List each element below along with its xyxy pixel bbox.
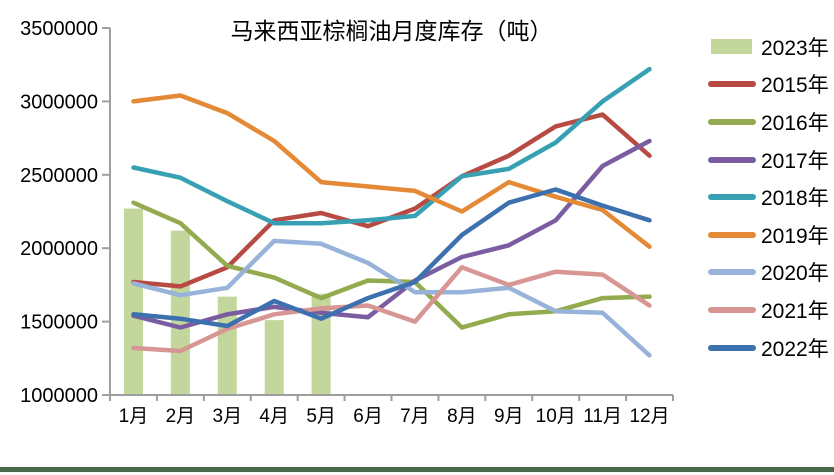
inventory-chart: 3500000 3000000 2500000 2000000 1500000 10000… (20, 18, 674, 427)
legend-item-2019: 2019年 (708, 216, 829, 254)
legend-label: 2016年 (761, 111, 829, 135)
line-2021 (131, 265, 652, 354)
legend-item-2023: 2023年 (708, 28, 829, 66)
legend-line-swatch (708, 118, 756, 125)
legend-label: 2019年 (761, 224, 829, 248)
line-2020 (131, 238, 652, 358)
x-label-12月: 12月 (629, 406, 669, 427)
legend-label: 2017年 (761, 149, 829, 173)
x-label-5月: 5月 (306, 406, 336, 427)
legend-label: 2018年 (761, 187, 829, 211)
legend-label: 2021年 (761, 299, 829, 323)
page-title: 马来西亚棕榈油月度库存（吨） (230, 19, 553, 44)
x-label-10月: 10月 (536, 406, 576, 427)
legend-label: 2015年 (761, 74, 829, 98)
x-label-1月: 1月 (119, 406, 149, 427)
x-label-6月: 6月 (353, 406, 383, 427)
x-label-2月: 2月 (166, 406, 196, 427)
bar-2023-4月 (264, 320, 284, 395)
y-tick-label: 1000000 (20, 385, 98, 407)
x-label-8月: 8月 (447, 406, 477, 427)
legend-label: 2022年 (761, 337, 829, 361)
legend-label: 2020年 (761, 262, 829, 286)
x-label-3月: 3月 (213, 406, 243, 427)
x-label-11月: 11月 (583, 406, 622, 427)
line-2016 (131, 200, 652, 330)
line-2019 (131, 93, 652, 249)
legend-item-2015: 2015年 (708, 66, 829, 104)
legend-item-2020: 2020年 (708, 254, 829, 292)
bar-2023-2月 (170, 230, 190, 395)
bottom-divider (0, 467, 834, 472)
legend-item-2021: 2021年 (708, 291, 829, 329)
legend-line-swatch (708, 306, 756, 313)
bar-2023-1月 (123, 208, 143, 395)
legend-item-2017: 2017年 (708, 141, 829, 179)
legend-line-swatch (708, 231, 756, 238)
line-2022 (131, 187, 652, 329)
y-tick-label: 1500000 (20, 312, 98, 334)
y-tick-label: 2000000 (20, 238, 98, 260)
line-2017 (131, 138, 652, 330)
y-tick-label: 3000000 (20, 91, 98, 113)
legend-item-2016: 2016年 (708, 103, 829, 141)
chart-legend: 2023年 2015年 2016年 2017年 2018年 2019年 2020年 2021年… (708, 28, 829, 366)
x-label-9月: 9月 (494, 406, 524, 427)
legend-item-2018: 2018年 (708, 178, 829, 216)
legend-item-2022: 2022年 (708, 329, 829, 367)
legend-line-swatch (708, 156, 756, 163)
x-label-4月: 4月 (259, 406, 289, 427)
y-tick-label: 2500000 (20, 165, 98, 187)
x-label-7月: 7月 (400, 406, 430, 427)
legend-line-swatch (708, 81, 756, 88)
legend-label: 2023年 (761, 36, 829, 60)
legend-bar-swatch (711, 39, 752, 55)
y-tick-label: 3500000 (20, 18, 98, 40)
line-2018 (131, 66, 652, 226)
legend-line-swatch (708, 194, 756, 201)
legend-line-swatch (708, 344, 756, 351)
legend-line-swatch (708, 269, 756, 276)
